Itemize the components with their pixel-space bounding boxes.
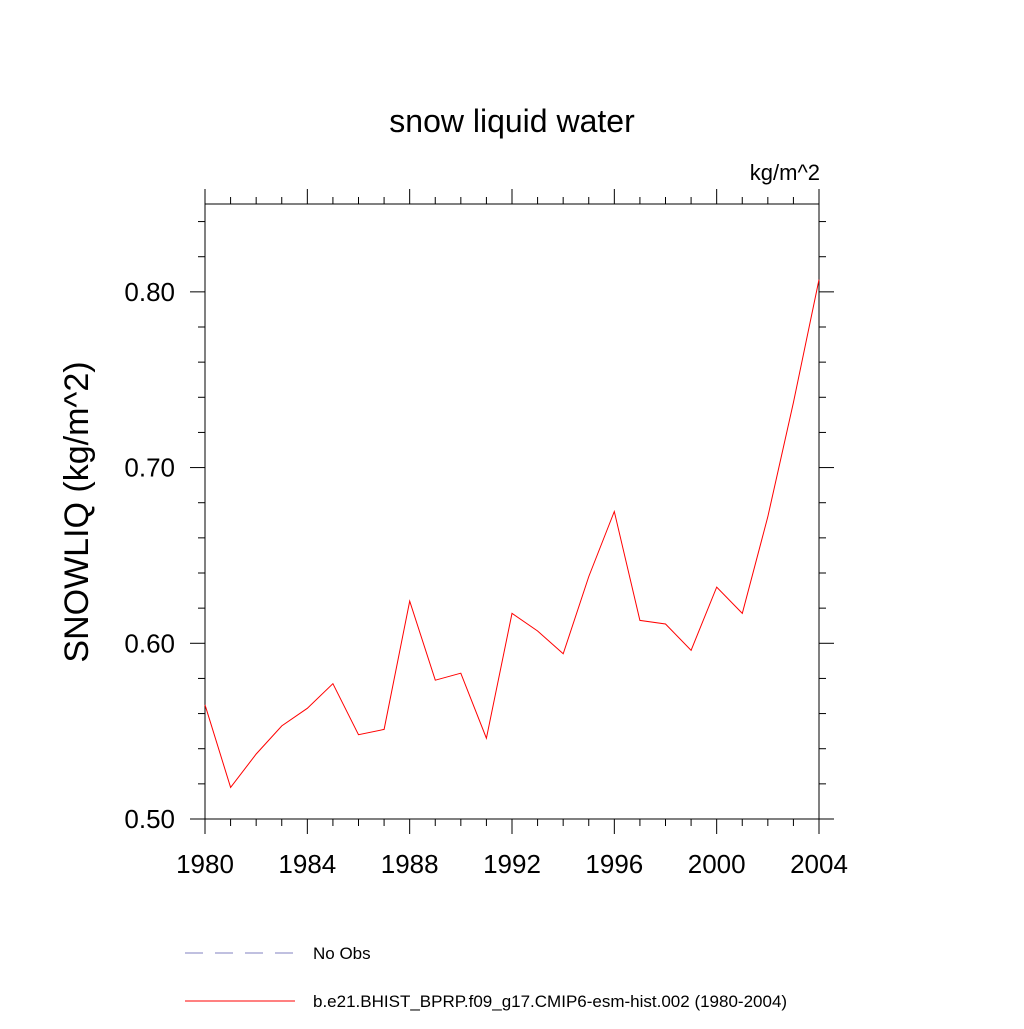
units-label: kg/m^2 <box>750 160 820 185</box>
y-tick-label: 0.60 <box>124 628 175 658</box>
legend: No Obs b.e21.BHIST_BPRP.f09_g17.CMIP6-es… <box>185 944 787 1011</box>
plot-frame <box>204 203 820 820</box>
y-axis-ticks: 0.50 0.60 0.70 0.80 <box>124 221 834 834</box>
x-tick-label: 1996 <box>585 849 643 879</box>
x-tick-label: 1984 <box>278 849 336 879</box>
x-tick-label: 1992 <box>483 849 541 879</box>
x-tick-label: 1980 <box>176 849 234 879</box>
y-axis-label: SNOWLIQ (kg/m^2) <box>58 361 96 662</box>
chart-title: snow liquid water <box>389 103 635 139</box>
legend-label-no-obs: No Obs <box>313 944 371 963</box>
x-tick-label: 1988 <box>381 849 439 879</box>
series-line <box>204 279 820 789</box>
y-tick-label: 0.50 <box>124 804 175 834</box>
series-layer <box>204 279 820 789</box>
legend-label-model: b.e21.BHIST_BPRP.f09_g17.CMIP6-esm-hist.… <box>313 992 787 1011</box>
x-tick-label: 2004 <box>790 849 848 879</box>
y-tick-label: 0.80 <box>124 277 175 307</box>
x-axis-ticks: 1980 1984 1988 1992 1996 2000 2004 <box>176 189 848 879</box>
x-tick-label: 2000 <box>688 849 746 879</box>
y-tick-label: 0.70 <box>124 453 175 483</box>
